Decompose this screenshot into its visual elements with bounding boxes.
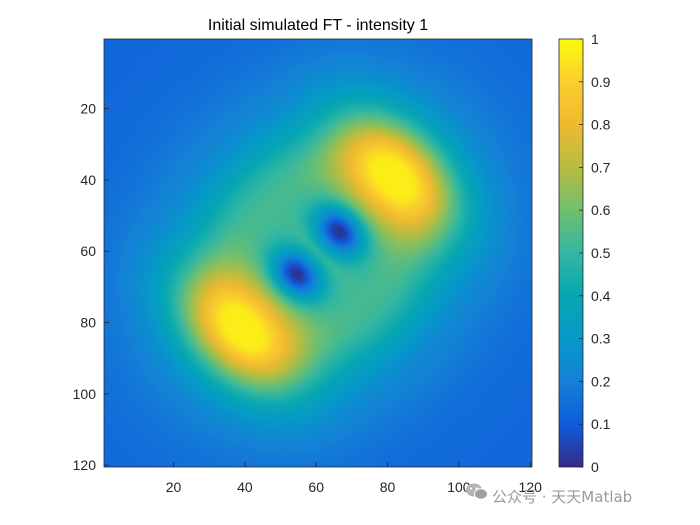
x-tick-label: 120 xyxy=(519,479,543,495)
watermark-text: 公众号 · 天天Matlab xyxy=(492,488,632,506)
chart-title: Initial simulated FT - intensity 1 xyxy=(208,17,428,34)
colorbar: 0 0.1 0.2 0.3 0.4 0.5 0.6 0.7 0.8 0.9 1 xyxy=(558,31,611,475)
colorbar-tick-label: 0.4 xyxy=(591,288,611,304)
colorbar-tick-label: 0.1 xyxy=(591,416,611,432)
heatmap-plot: 20 40 60 80 100 120 20 40 60 80 100 120 xyxy=(73,38,542,495)
watermark: 公众号 · 天天Matlab xyxy=(466,483,632,506)
y-tick-label: 120 xyxy=(73,457,97,473)
y-tick-label: 20 xyxy=(80,101,96,117)
x-tick-label: 100 xyxy=(447,479,471,495)
y-axis: 20 40 60 80 100 120 xyxy=(73,101,109,473)
x-tick-label: 60 xyxy=(308,479,324,495)
colorbar-tick-label: 0.5 xyxy=(591,245,611,261)
x-tick-label: 40 xyxy=(237,479,253,495)
y-tick-label: 80 xyxy=(80,315,96,331)
colorbar-tick-label: 0.9 xyxy=(591,74,611,90)
x-tick-label: 20 xyxy=(166,479,182,495)
y-tick-label: 40 xyxy=(80,172,96,188)
colorbar-tick-label: 0.6 xyxy=(591,202,611,218)
wechat-icon xyxy=(466,483,488,500)
colorbar-ticks: 0 0.1 0.2 0.3 0.4 0.5 0.6 0.7 0.8 0.9 1 xyxy=(579,31,611,475)
colorbar-tick-label: 0 xyxy=(591,459,599,475)
x-axis: 20 40 60 80 100 120 xyxy=(166,462,542,495)
colorbar-tick-label: 0.3 xyxy=(591,331,611,347)
plot-frame xyxy=(103,38,533,468)
heatmap-image xyxy=(104,39,532,467)
y-tick-label: 100 xyxy=(73,386,97,402)
colorbar-tick-label: 0.7 xyxy=(591,159,611,175)
colorbar-tick-label: 0.2 xyxy=(591,373,611,389)
colorbar-tick-label: 1 xyxy=(591,31,599,47)
y-tick-label: 60 xyxy=(80,243,96,259)
colorbar-tick-label: 0.8 xyxy=(591,117,611,133)
x-tick-label: 80 xyxy=(380,479,396,495)
